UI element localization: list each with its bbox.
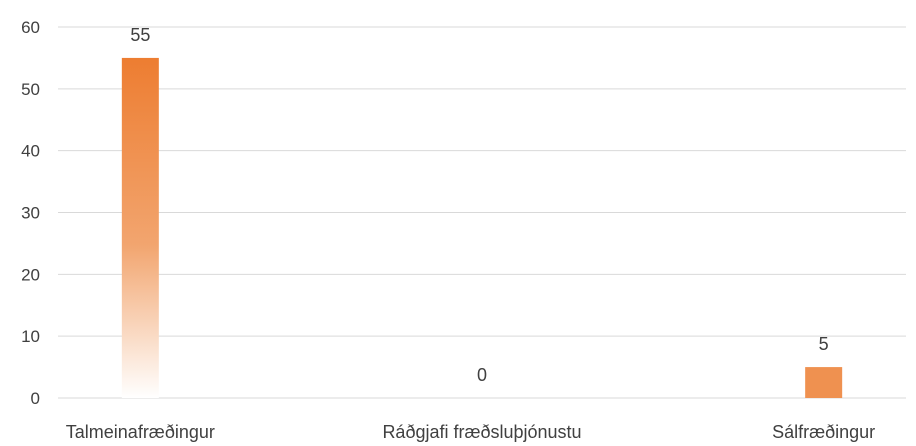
gridlines — [58, 26, 906, 399]
y-axis-ticks: 0 10 20 30 40 50 60 — [21, 18, 40, 408]
y-tick-label: 0 — [31, 389, 40, 408]
y-tick-label: 50 — [21, 80, 40, 99]
y-tick-label: 10 — [21, 327, 40, 346]
bar-2 — [805, 367, 843, 398]
y-tick-label: 20 — [21, 265, 40, 284]
category-label: Talmeinafræðingur — [66, 422, 215, 442]
data-labels: 55 0 5 — [130, 25, 828, 385]
y-tick-label: 60 — [21, 18, 40, 37]
bar-0 — [121, 57, 159, 399]
bars — [121, 57, 843, 399]
data-label: 5 — [819, 334, 829, 354]
data-label: 0 — [477, 365, 487, 385]
y-tick-label: 30 — [21, 204, 40, 223]
category-label: Ráðgjafi fræðsluþjónustu — [382, 422, 581, 442]
category-label: Sálfræðingur — [772, 422, 875, 442]
data-label: 55 — [130, 25, 150, 45]
y-tick-label: 40 — [21, 142, 40, 161]
x-axis-categories: Talmeinafræðingur Ráðgjafi fræðsluþjónust… — [66, 422, 875, 442]
